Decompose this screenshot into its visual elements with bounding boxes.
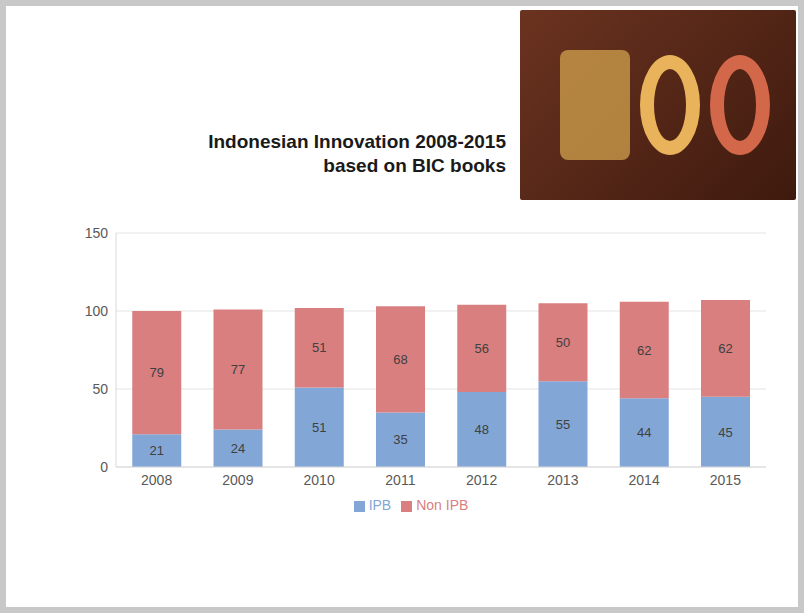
svg-text:44: 44 — [637, 425, 651, 440]
svg-text:2008: 2008 — [141, 472, 172, 488]
svg-text:45: 45 — [718, 425, 732, 440]
svg-text:62: 62 — [637, 343, 651, 358]
svg-text:150: 150 — [85, 225, 109, 241]
svg-text:2013: 2013 — [547, 472, 578, 488]
html-text:IPB: IPB — [368, 497, 392, 513]
svg-text:2014: 2014 — [629, 472, 660, 488]
svg-text:50: 50 — [556, 335, 570, 350]
svg-text:77: 77 — [231, 362, 245, 377]
svg-text:51: 51 — [312, 420, 326, 435]
svg-text:2009: 2009 — [222, 472, 253, 488]
html-text:Indonesian Innovation 2008-201: Indonesian Innovation 2008-2015 based on… — [208, 131, 506, 176]
html-text:Non IPB: Non IPB — [416, 497, 469, 513]
svg-text:55: 55 — [556, 417, 570, 432]
svg-text:24: 24 — [231, 441, 245, 456]
svg-text:2012: 2012 — [466, 472, 497, 488]
svg-text:0: 0 — [100, 459, 108, 475]
svg-text:2011: 2011 — [385, 472, 415, 488]
svg-text:48: 48 — [475, 422, 489, 437]
svg-text:21: 21 — [150, 443, 164, 458]
svg-text:68: 68 — [393, 352, 407, 367]
svg-text:56: 56 — [475, 341, 489, 356]
svg-text:2010: 2010 — [304, 472, 335, 488]
svg-text:51: 51 — [312, 340, 326, 355]
svg-text:2015: 2015 — [710, 472, 741, 488]
svg-text:79: 79 — [150, 365, 164, 380]
svg-text:62: 62 — [718, 341, 732, 356]
svg-text:50: 50 — [92, 381, 108, 397]
svg-text:35: 35 — [393, 432, 407, 447]
svg-text:100: 100 — [85, 303, 109, 319]
